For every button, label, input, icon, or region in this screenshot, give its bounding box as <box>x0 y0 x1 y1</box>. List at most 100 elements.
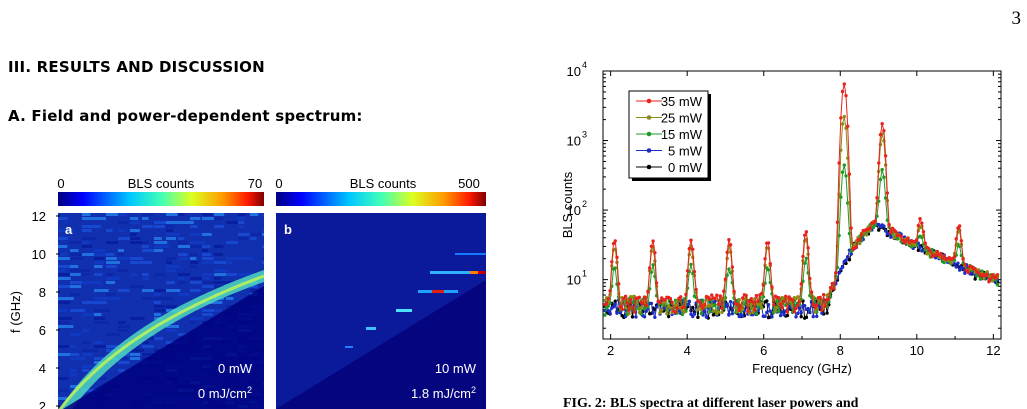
data-point <box>832 284 836 289</box>
data-point <box>778 299 783 304</box>
data-point <box>622 315 626 320</box>
data-point <box>818 295 822 300</box>
data-point <box>689 312 693 316</box>
data-point <box>765 266 769 270</box>
data-point <box>859 232 864 237</box>
data-point <box>839 269 843 273</box>
data-point <box>828 285 833 290</box>
data-point <box>930 255 934 259</box>
data-point <box>625 312 630 317</box>
data-point <box>801 259 805 263</box>
data-point <box>630 315 635 319</box>
data-point <box>832 284 836 288</box>
data-point <box>720 296 724 301</box>
data-point <box>734 301 738 306</box>
data-point <box>735 302 740 307</box>
data-point <box>944 257 948 261</box>
data-point <box>661 300 666 305</box>
data-point <box>777 309 781 314</box>
data-point <box>921 248 926 252</box>
data-point <box>787 297 791 302</box>
data-point <box>930 251 934 255</box>
colorbar-b-max: 500 <box>458 176 480 191</box>
data-point <box>606 297 611 301</box>
data-point <box>811 303 815 308</box>
data-point <box>635 300 640 305</box>
data-point <box>897 233 902 237</box>
data-point <box>932 252 936 257</box>
data-point <box>759 291 764 296</box>
data-point <box>928 248 933 253</box>
data-point <box>883 163 888 167</box>
data-point <box>685 304 690 309</box>
data-point <box>766 246 771 251</box>
data-point <box>713 303 717 307</box>
data-point <box>911 246 915 251</box>
data-point <box>816 301 821 306</box>
fluence-b-sup: 2 <box>471 385 476 395</box>
data-point <box>889 231 893 235</box>
data-point <box>885 218 890 222</box>
data-point <box>983 273 988 278</box>
data-point <box>856 241 860 245</box>
data-point <box>756 299 760 304</box>
data-point <box>820 308 824 313</box>
data-point <box>672 309 676 313</box>
data-point <box>713 310 717 314</box>
data-point <box>739 304 743 309</box>
legend-entry: 15 mW <box>661 127 703 142</box>
data-point <box>957 224 962 228</box>
data-point <box>866 227 871 231</box>
data-point <box>653 251 657 255</box>
data-point <box>835 244 840 248</box>
data-point <box>939 251 943 256</box>
data-point <box>753 311 757 315</box>
data-point <box>684 299 688 303</box>
data-point <box>799 287 803 291</box>
data-point <box>670 301 674 306</box>
data-point <box>639 312 643 316</box>
data-point <box>918 244 922 248</box>
data-point <box>759 305 764 309</box>
data-point <box>647 301 652 306</box>
y-tick-label: 10 <box>567 64 581 79</box>
data-point <box>768 262 772 266</box>
data-point <box>770 286 774 291</box>
data-point <box>866 229 871 234</box>
data-point <box>610 301 614 306</box>
data-point <box>697 299 702 303</box>
data-point <box>883 227 888 232</box>
data-point <box>923 248 927 252</box>
series-25-mw <box>603 114 1000 316</box>
data-point <box>620 313 624 318</box>
data-point <box>909 239 914 243</box>
data-point <box>773 302 778 306</box>
data-point <box>933 256 938 260</box>
series-line <box>604 116 998 315</box>
colorbar-a-max: 70 <box>248 176 262 191</box>
data-point <box>846 255 850 259</box>
data-point <box>883 196 888 200</box>
data-point <box>842 261 846 265</box>
data-point <box>882 224 886 228</box>
data-point <box>944 256 948 261</box>
data-point <box>637 307 642 311</box>
data-point <box>813 305 817 310</box>
data-point <box>623 300 628 305</box>
data-point <box>620 301 624 305</box>
data-point <box>668 297 673 302</box>
legend-entry: 5 mW <box>668 144 703 159</box>
data-point <box>980 269 984 273</box>
data-point <box>620 307 624 312</box>
data-point <box>983 277 988 281</box>
data-point <box>761 295 766 299</box>
legend-entry: 25 mW <box>661 111 703 126</box>
data-point <box>656 299 660 304</box>
legend-entry: 35 mW <box>661 94 703 109</box>
data-point <box>964 268 969 273</box>
data-point <box>680 312 685 317</box>
data-point <box>975 269 979 273</box>
data-point <box>809 300 814 304</box>
data-point <box>916 241 921 245</box>
data-point <box>804 307 809 312</box>
